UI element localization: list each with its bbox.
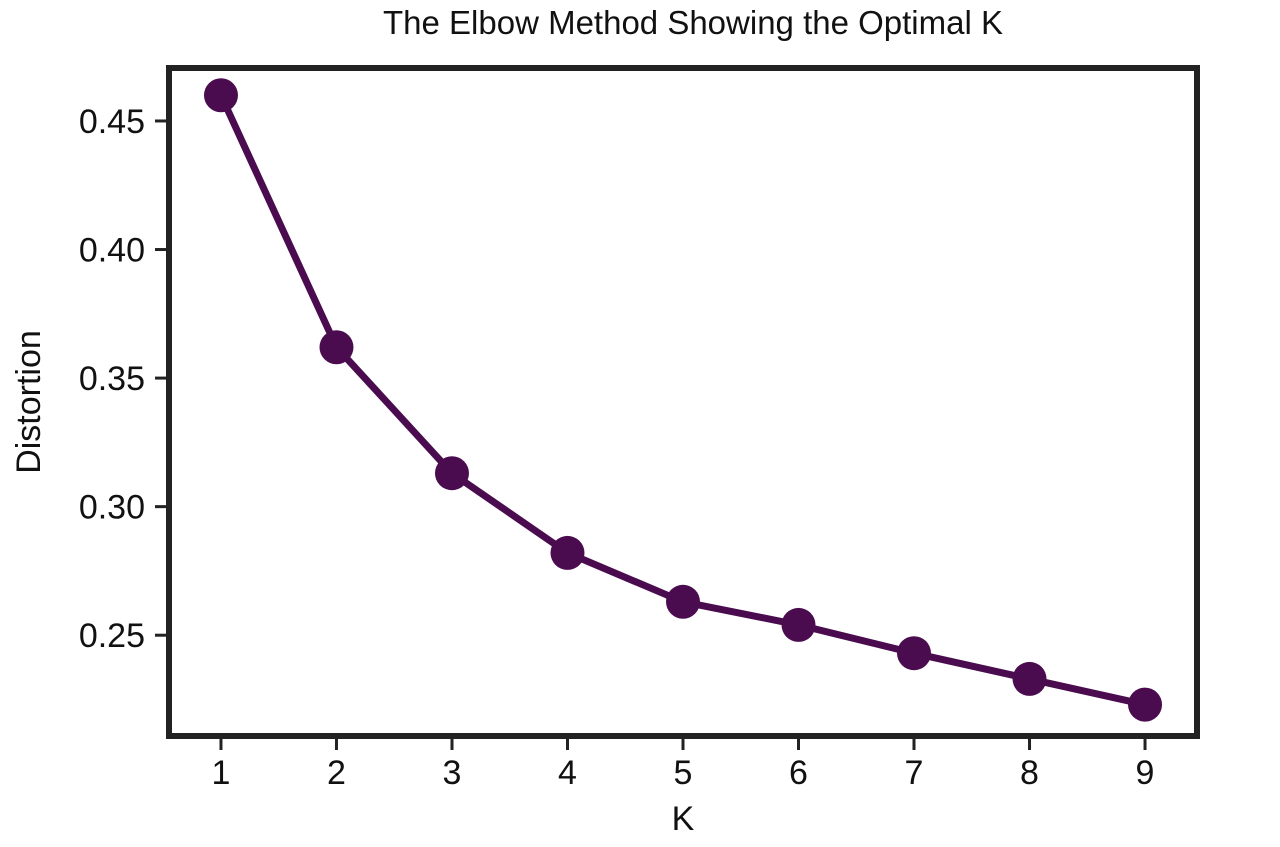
y-tick-label: 0.40 <box>79 232 145 270</box>
x-tick-label: 4 <box>558 754 577 792</box>
data-point <box>319 330 354 365</box>
data-point <box>781 607 816 642</box>
x-tick-label: 2 <box>327 754 346 792</box>
chart-title: The Elbow Method Showing the Optimal K <box>383 4 1003 41</box>
data-point <box>550 535 585 570</box>
y-tick-label: 0.45 <box>79 103 145 141</box>
data-point <box>203 78 238 113</box>
data-point <box>897 636 932 671</box>
x-tick-label: 5 <box>674 754 693 792</box>
series-layer <box>203 78 1163 722</box>
y-axis-ticks: 0.25 0.30 0.35 0.40 0.45 <box>79 103 169 655</box>
x-tick-label: 9 <box>1136 754 1155 792</box>
y-tick-label: 0.30 <box>79 489 145 527</box>
x-axis-label: K <box>672 800 695 838</box>
x-tick-label: 3 <box>443 754 462 792</box>
y-tick-label: 0.25 <box>79 617 145 655</box>
x-tick-label: 6 <box>789 754 808 792</box>
plot-frame <box>166 65 1200 739</box>
data-point <box>666 584 700 619</box>
data-point <box>1128 687 1163 722</box>
data-point <box>1012 661 1047 696</box>
x-tick-label: 7 <box>905 754 924 792</box>
y-axis-label: Distortion <box>10 330 48 474</box>
y-tick-label: 0.35 <box>79 360 145 398</box>
x-tick-label: 1 <box>212 754 231 792</box>
x-tick-label: 8 <box>1020 754 1039 792</box>
x-axis-ticks: 1 2 3 4 5 6 7 8 9 <box>212 736 1155 792</box>
data-point <box>434 456 469 491</box>
